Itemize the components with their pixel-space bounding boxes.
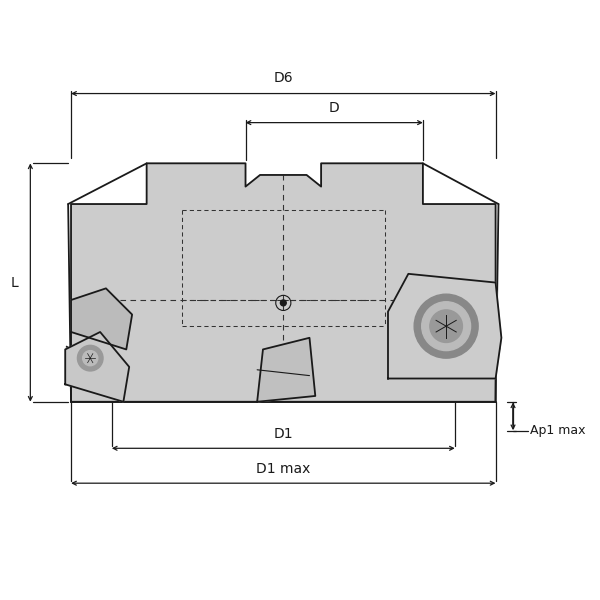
Polygon shape [388,274,502,379]
Circle shape [430,310,463,343]
Polygon shape [257,338,315,402]
Text: L: L [11,275,19,290]
Text: D1: D1 [274,427,293,441]
Polygon shape [71,163,496,402]
Polygon shape [71,289,132,349]
Circle shape [414,294,478,358]
Circle shape [83,350,98,366]
Circle shape [280,300,286,306]
Text: D: D [329,101,340,115]
Polygon shape [65,332,129,402]
Circle shape [422,302,470,350]
Text: D1 max: D1 max [256,461,311,476]
Text: D6: D6 [274,71,293,85]
Circle shape [77,346,103,371]
Text: Ap1 max: Ap1 max [530,424,586,437]
